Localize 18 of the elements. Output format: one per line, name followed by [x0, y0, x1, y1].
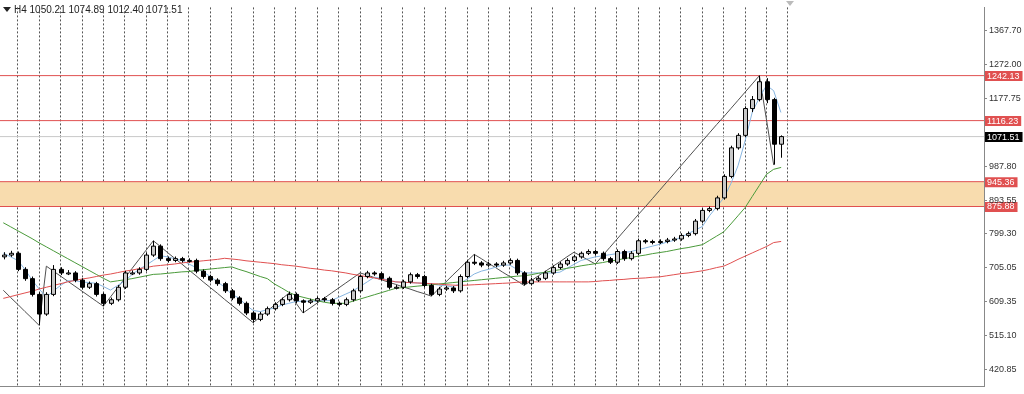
y-tick-label: 799.30 — [989, 228, 1017, 239]
ref-line-label: 945.36 — [987, 176, 1015, 187]
candlestick — [30, 276, 35, 298]
ref-line-label: 1116.23 — [987, 115, 1019, 126]
y-tick-label: 1177.75 — [989, 93, 1021, 104]
candlestick — [772, 97, 777, 166]
y-tick-label: 987.80 — [989, 161, 1017, 171]
y-tick-label: 1272.00 — [989, 59, 1022, 70]
y-tick-label: 515.10 — [989, 329, 1017, 340]
y-tick-label: 705.05 — [989, 262, 1017, 273]
y-tick-label: 1367.70 — [989, 25, 1022, 36]
y-tick-label: 420.85 — [989, 363, 1017, 374]
candlestick — [123, 270, 128, 290]
ref-line-label: 1242.13 — [987, 70, 1020, 81]
ref-line-label: 1071.51 — [987, 131, 1020, 142]
y-tick-label: 609.35 — [989, 296, 1017, 307]
candlestick — [729, 145, 734, 179]
chart-title: H4 1050.21 1074.89 1012.40 1071.51 — [14, 3, 183, 15]
